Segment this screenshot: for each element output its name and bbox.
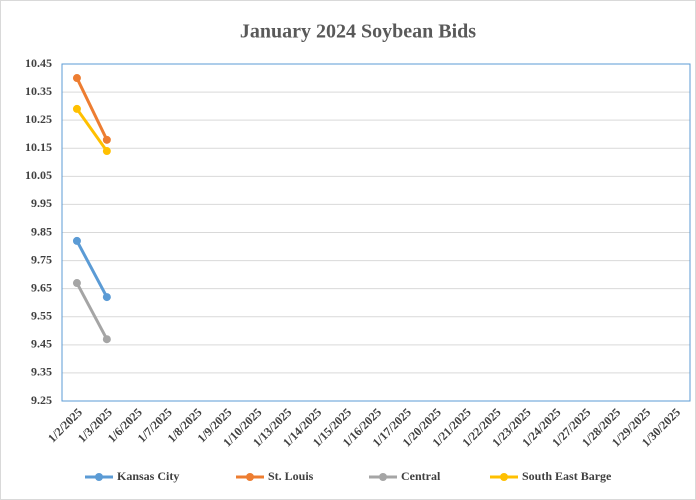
legend-marker — [246, 473, 254, 481]
point-marker — [72, 104, 81, 113]
y-tick-label: 9.85 — [31, 224, 52, 238]
series-line — [75, 282, 109, 340]
series-line — [75, 240, 109, 298]
series-line — [75, 77, 109, 141]
point-marker — [102, 147, 111, 156]
y-tick-label: 9.95 — [31, 196, 52, 210]
y-tick-label: 10.45 — [25, 56, 52, 70]
point-marker — [102, 335, 111, 344]
plot-border — [61, 63, 691, 402]
y-tick-label: 9.25 — [31, 393, 52, 407]
legend-label: Central — [401, 469, 441, 483]
y-tick-label: 9.65 — [31, 280, 52, 294]
y-tick-label: 9.55 — [31, 309, 52, 323]
point-marker — [102, 293, 111, 302]
legend-label: South East Barge — [522, 469, 612, 483]
y-tick-label: 9.75 — [31, 252, 52, 266]
chart-title: January 2024 Soybean Bids — [240, 21, 476, 43]
series-line — [75, 108, 109, 152]
point-marker — [72, 279, 81, 288]
point-marker — [72, 74, 81, 83]
legend-label: St. Louis — [268, 469, 314, 483]
legend-marker — [500, 473, 508, 481]
legend-marker — [95, 473, 103, 481]
y-tick-label: 10.15 — [25, 140, 52, 154]
y-tick-label: 10.05 — [25, 168, 52, 182]
y-tick-label: 10.35 — [25, 84, 52, 98]
y-tick-label: 10.25 — [25, 112, 52, 126]
legend-marker — [379, 473, 387, 481]
legend-label: Kansas City — [117, 469, 179, 483]
y-tick-label: 9.35 — [31, 365, 52, 379]
y-tick-label: 9.45 — [31, 337, 52, 351]
point-marker — [102, 135, 111, 144]
point-marker — [72, 236, 81, 245]
